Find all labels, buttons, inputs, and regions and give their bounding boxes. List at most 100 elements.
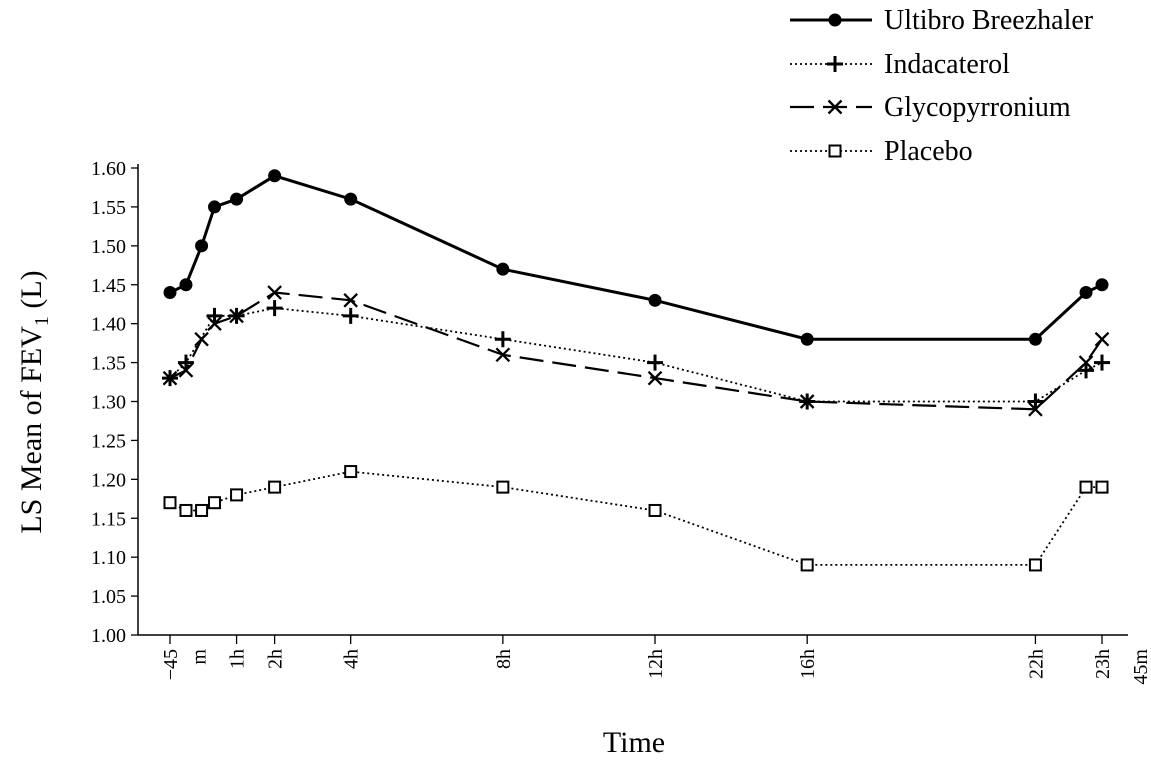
y-tick-label: 1.30 bbox=[91, 392, 126, 414]
series-glycopyrronium-point-b bbox=[162, 370, 178, 386]
legend-item-indacaterol-label: Indacaterol bbox=[884, 49, 1010, 80]
series-glycopyrronium-point-b bbox=[1028, 401, 1043, 417]
y-axis-title-main: LS Mean of FEV bbox=[15, 326, 48, 534]
y-tick-label: 1.35 bbox=[91, 353, 126, 375]
legend-item-placebo-marker bbox=[828, 144, 842, 158]
legend-item-ultibro-breezhaler: Ultibro Breezhaler bbox=[790, 5, 1094, 36]
series-ultibro-breezhaler-point bbox=[195, 239, 209, 253]
series-ultibro-breezhaler-point bbox=[1028, 332, 1042, 346]
legend-item-placebo: Placebo bbox=[790, 136, 973, 167]
y-tick-label: 1.10 bbox=[91, 547, 126, 569]
series-glycopyrronium-point bbox=[647, 370, 663, 386]
series-glycopyrronium bbox=[162, 285, 1110, 417]
series-glycopyrronium-point-b bbox=[207, 316, 222, 331]
series-glycopyrronium-point-b bbox=[267, 285, 282, 300]
series-glycopyrronium-point-b bbox=[1094, 331, 1110, 347]
series-placebo-point bbox=[163, 496, 177, 510]
series-glycopyrronium-point-b bbox=[229, 308, 244, 324]
series-glycopyrronium-point bbox=[1078, 355, 1094, 370]
x-tick-label: −45 bbox=[160, 649, 182, 680]
axes-group: 1.00 1.05 1.10 1.15 1.20 1.25 1.30 1.35 1.40 1.45… bbox=[91, 158, 1151, 685]
y-tick-label: 1.25 bbox=[91, 430, 126, 452]
series-glycopyrronium-point-b bbox=[1078, 355, 1094, 370]
series-placebo-point bbox=[648, 503, 662, 517]
series-indacaterol-point bbox=[494, 331, 511, 348]
series-ultibro-breezhaler-point bbox=[230, 192, 244, 206]
series-glycopyrronium-point-b bbox=[647, 370, 663, 386]
x-tick-label: 45m bbox=[1130, 649, 1151, 685]
series-glycopyrronium-point-b bbox=[178, 363, 194, 378]
series-ultibro-breezhaler-point bbox=[268, 169, 282, 183]
series-placebo-point bbox=[496, 480, 510, 494]
series-indacaterol-point bbox=[206, 307, 223, 324]
series-ultibro-breezhaler-point bbox=[1095, 278, 1109, 292]
series-indacaterol-point bbox=[342, 307, 359, 324]
y-tick-label: 1.15 bbox=[91, 508, 126, 530]
series-indacaterol-point bbox=[1027, 393, 1044, 410]
x-axis-title: Time bbox=[603, 726, 665, 759]
series-placebo-point bbox=[1028, 558, 1042, 572]
series-ultibro-breezhaler-point bbox=[208, 200, 222, 214]
series-glycopyrronium-point bbox=[194, 331, 209, 347]
y-axis-title: LS Mean of FEV1 (L) bbox=[15, 270, 53, 533]
series-placebo-line bbox=[169, 470, 1102, 566]
legend-item-indacaterol: Indacaterol bbox=[790, 49, 1010, 80]
y-axis-title-tail: (L) bbox=[15, 270, 48, 316]
x-tick-label: 16h bbox=[797, 649, 819, 679]
series-glycopyrronium-point bbox=[229, 308, 244, 324]
series-placebo-point bbox=[268, 480, 282, 494]
y-tick-label: 1.45 bbox=[91, 275, 126, 297]
series-ultibro-breezhaler-point bbox=[344, 192, 358, 206]
series-glycopyrronium-point bbox=[162, 370, 178, 386]
series-placebo-point bbox=[179, 503, 193, 517]
series-placebo-point bbox=[1079, 480, 1093, 494]
series-ultibro-breezhaler-line bbox=[169, 174, 1103, 341]
series-ultibro-breezhaler bbox=[163, 169, 1109, 346]
series-placebo-point bbox=[208, 496, 222, 510]
series-layer bbox=[162, 169, 1110, 572]
series-indacaterol-point bbox=[177, 354, 194, 371]
series-glycopyrronium-point bbox=[267, 285, 282, 300]
y-tick-label: 1.00 bbox=[91, 625, 126, 647]
series-ultibro-breezhaler-point bbox=[496, 262, 510, 276]
x-tick-label: 1h bbox=[227, 649, 249, 669]
y-tick-label: 1.05 bbox=[91, 586, 126, 608]
series-glycopyrronium-point bbox=[1028, 401, 1043, 417]
series-glycopyrronium-point-b bbox=[194, 331, 209, 347]
x-tick-label: 12h bbox=[645, 649, 667, 679]
x-tick-label: 4h bbox=[341, 649, 363, 669]
legend-item-ultibro-breezhaler-marker bbox=[828, 13, 842, 27]
series-glycopyrronium-point bbox=[495, 347, 511, 363]
y-tick-label: 1.40 bbox=[91, 314, 126, 336]
series-glycopyrronium-point-b bbox=[495, 347, 511, 363]
series-indacaterol-point bbox=[647, 354, 664, 371]
legend: Ultibro Breezhaler Indacaterol Glycopyrron… bbox=[790, 5, 1094, 167]
x-tick-label: m bbox=[189, 649, 211, 665]
series-glycopyrronium-line bbox=[169, 291, 1103, 411]
series-ultibro-breezhaler-point bbox=[1079, 286, 1093, 300]
series-indacaterol bbox=[162, 300, 1110, 410]
series-indacaterol-point bbox=[1094, 354, 1110, 371]
series-indacaterol-point bbox=[1078, 362, 1095, 379]
series-placebo-point bbox=[344, 465, 358, 479]
y-tick-label: 1.50 bbox=[91, 236, 126, 258]
legend-item-glycopyrronium-label: Glycopyrronium bbox=[884, 92, 1071, 123]
series-indacaterol-point bbox=[266, 300, 283, 317]
series-glycopyrronium-point-b bbox=[799, 394, 815, 409]
legend-item-ultibro-breezhaler-label: Ultibro Breezhaler bbox=[884, 5, 1094, 36]
series-placebo-point bbox=[1095, 480, 1109, 494]
series-glycopyrronium-point bbox=[178, 363, 194, 378]
series-glycopyrronium-point-b bbox=[343, 293, 359, 308]
legend-item-glycopyrronium-marker bbox=[827, 99, 843, 115]
legend-item-glycopyrronium-marker-b bbox=[827, 99, 843, 115]
series-glycopyrronium-point bbox=[1094, 331, 1110, 347]
x-tick-label: 23h bbox=[1092, 649, 1114, 679]
series-ultibro-breezhaler-point bbox=[163, 286, 177, 300]
legend-item-indacaterol-marker bbox=[827, 56, 843, 72]
x-tick-label: 2h bbox=[265, 649, 287, 669]
x-tick-label: 22h bbox=[1025, 649, 1047, 679]
series-glycopyrronium-point bbox=[343, 293, 359, 308]
y-axis-title-subscript: 1 bbox=[31, 316, 53, 326]
